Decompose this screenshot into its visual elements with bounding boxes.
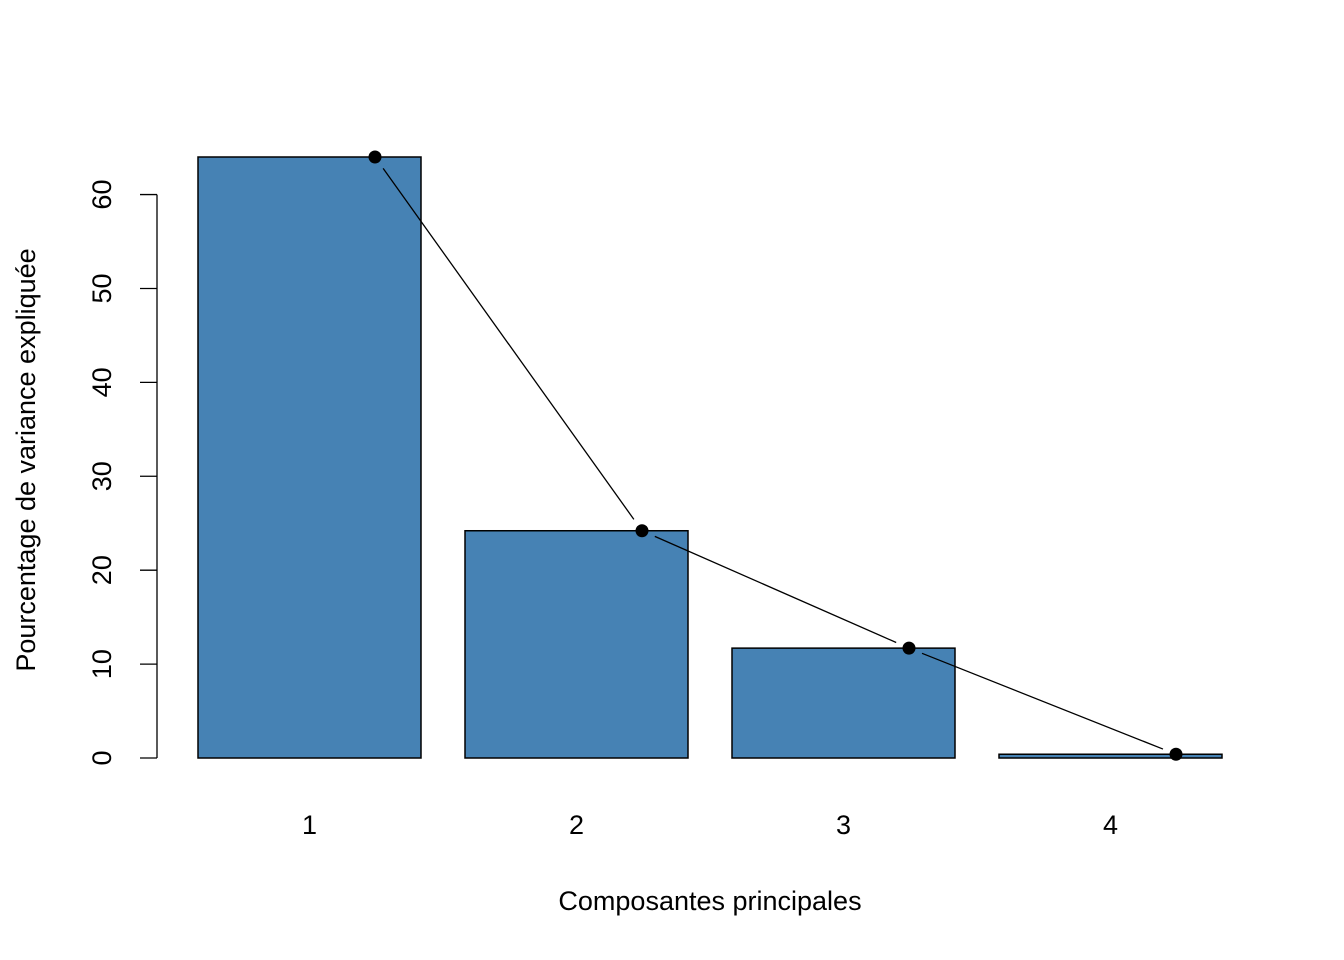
y-tick-label: 40	[87, 367, 117, 397]
overlay-point-4	[1169, 747, 1183, 761]
overlay-line-group	[368, 150, 1183, 761]
bars-group	[197, 156, 1223, 759]
x-tick-label: 1	[302, 810, 317, 840]
overlay-line-segment	[921, 652, 1164, 750]
x-tick-label: 3	[836, 810, 851, 840]
y-tick-label: 50	[87, 273, 117, 303]
overlay-line-segment	[382, 168, 635, 520]
y-axis-title: Pourcentage de variance expliquée	[11, 248, 41, 671]
overlay-point-2	[635, 524, 649, 538]
overlay-line-segment	[654, 535, 897, 644]
y-tick-label: 0	[87, 750, 117, 765]
x-tick-label: 4	[1103, 810, 1118, 840]
y-tick-label: 10	[87, 649, 117, 679]
x-axis-tick-labels: 1 2 3 4	[302, 810, 1118, 840]
y-tick-label: 20	[87, 555, 117, 585]
bar-4	[998, 753, 1223, 759]
y-axis: 0 10 20 30 40 50 60	[87, 180, 158, 766]
overlay-point-1	[368, 150, 382, 164]
bar-2	[464, 529, 689, 759]
overlay-point-3	[902, 641, 916, 655]
bar-1	[197, 156, 422, 759]
bar-3	[731, 647, 956, 759]
y-tick-label: 60	[87, 180, 117, 210]
x-axis-title: Composantes principales	[558, 886, 861, 916]
y-tick-label: 30	[87, 461, 117, 491]
x-tick-label: 2	[569, 810, 584, 840]
